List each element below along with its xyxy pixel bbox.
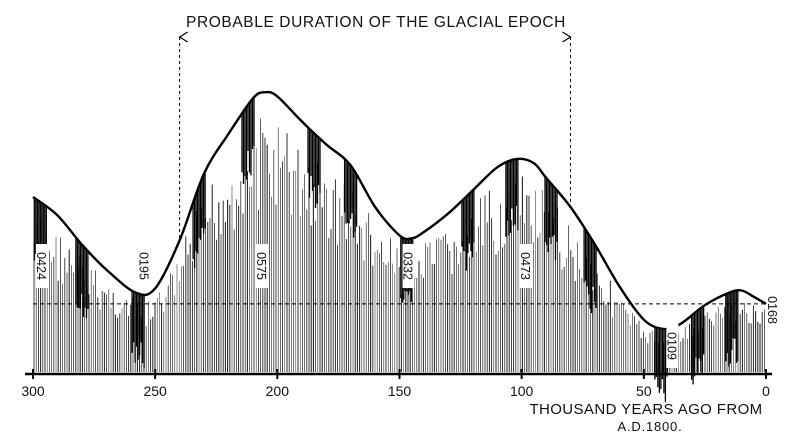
x-axis-label-date: A.D.1800. — [617, 419, 682, 434]
x-tick-label: 100 — [510, 383, 534, 399]
epoch-start-arrow — [178, 31, 188, 43]
annotation-text: 0195 — [137, 252, 151, 280]
value-annotation: 0473 — [518, 244, 532, 288]
annotation-text: 0424 — [34, 252, 48, 280]
x-axis-label: THOUSAND YEARS AGO FROM — [529, 401, 762, 418]
value-annotation: 0109 — [664, 324, 679, 368]
value-annotation: 0195 — [137, 244, 151, 288]
annotation-text: 0473 — [518, 252, 532, 280]
annotation-bg — [519, 244, 532, 288]
value-annotation: 0168 — [765, 288, 779, 332]
glacial-epoch-bracket — [178, 31, 572, 241]
x-axis-ticks: 300 250 200 150 100 50 0 — [21, 369, 770, 399]
annotation-text: 0109 — [664, 332, 678, 360]
x-tick-label: 300 — [21, 383, 45, 399]
x-tick-label: 50 — [636, 383, 652, 399]
value-annotation: 0332 — [401, 244, 415, 288]
annotation-text: 0332 — [401, 252, 415, 280]
eccentricity-curve — [32, 90, 767, 331]
annotation-bg — [36, 244, 48, 288]
value-annotations: 0424 0195 0575 0332 0473 0109 0168 — [34, 244, 779, 368]
value-annotation: 0424 — [34, 244, 48, 288]
chart-title: PROBABLE DURATION OF THE GLACIAL EPOCH — [186, 14, 566, 31]
x-tick-label: 250 — [143, 383, 167, 399]
shaded-bands — [33, 98, 739, 403]
annotation-text: 0168 — [765, 296, 779, 324]
x-tick-label: 0 — [762, 383, 770, 399]
annotation-bg — [402, 244, 415, 288]
annotation-bg — [666, 324, 679, 368]
annotation-bg — [767, 288, 779, 332]
epoch-end-arrow — [562, 31, 572, 43]
annotation-bg — [255, 244, 268, 288]
x-tick-label: 150 — [388, 383, 412, 399]
x-tick-label: 200 — [266, 383, 290, 399]
annotation-text: 0575 — [254, 252, 268, 280]
annotation-bg — [138, 244, 151, 288]
value-annotation: 0575 — [254, 244, 268, 288]
